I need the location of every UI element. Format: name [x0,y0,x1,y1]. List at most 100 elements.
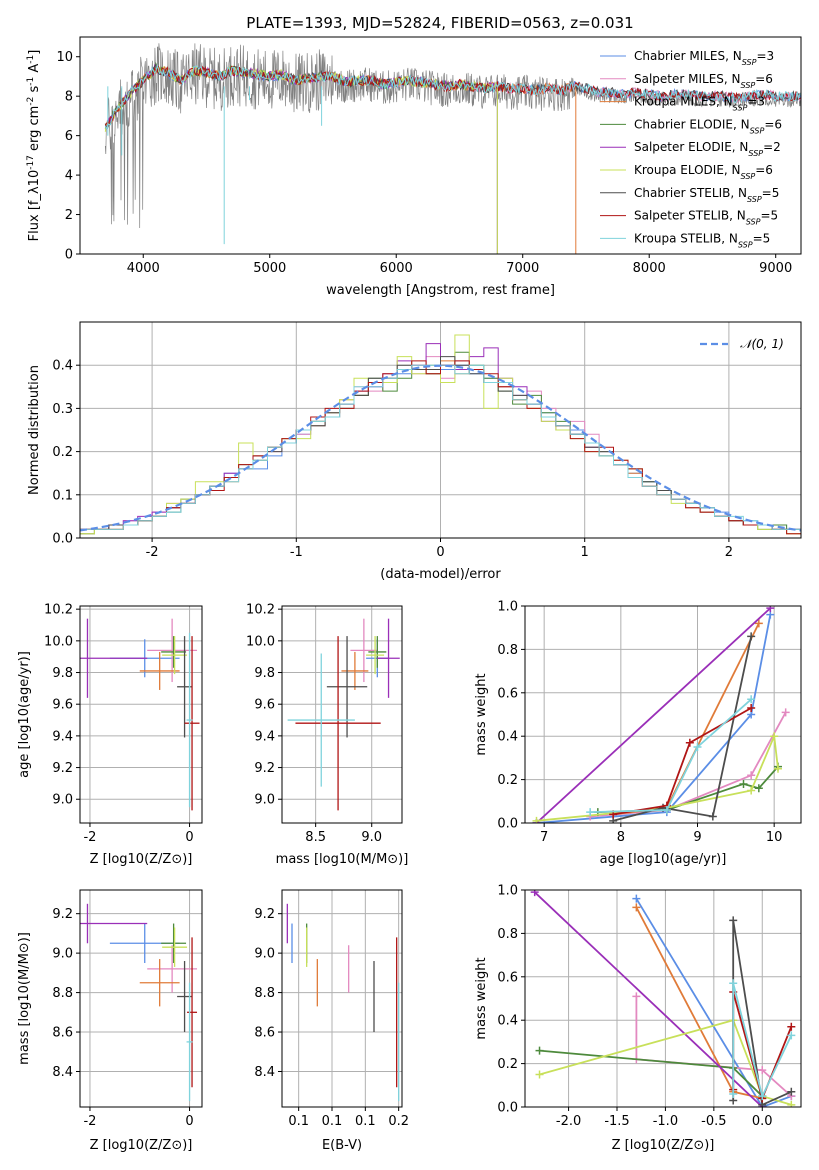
weight-line-6 [612,636,753,822]
x-tick-label: 8 [617,830,625,845]
residuals-panel: -2 -1 0 1 2 0.0 0.1 0.2 0.3 0.4 (data-model)/error… [27,321,802,582]
weight-point [766,606,775,613]
x-tick-label: 5000 [253,261,286,276]
y-tick-label: 10.0 [246,634,275,649]
y-tick-label: 9.2 [52,761,73,776]
axes-frame [79,36,802,255]
x-tick-label: -2 [146,545,159,560]
x-tick-label: -1.5 [604,1114,629,1129]
error-bars [287,618,400,811]
x-tick-label: 9 [693,830,701,845]
weight-line-4 [535,607,771,823]
ebv-mass-panel: 0.1 0.1 0.1 0.2 8.4 8.6 8.8 9.0 9.2 E(B-V) [254,889,409,1153]
legend-label: Chabrier ELODIE, NSSP=6 [634,117,782,135]
weight-lines [532,606,790,823]
y-axis-label: mass [log10(M/M⊙)] [17,932,32,1065]
weight-point [787,1022,796,1031]
z-age-panel: -2 0 9.0 9.2 9.4 9.6 9.8 10.0 10.2 Z [log10(Z/Z⊙)… [17,603,203,867]
y-tick-label: 0.0 [497,817,518,832]
z-weight-panel: -2.0 -1.5 -1.0 -0.5 0.0 0.0 0.2 0.4 0.6 0.8 1.0 Z [… [474,884,802,1153]
y-axis-label: age [log10(age/yr)] [17,651,32,778]
weight-point [532,816,541,823]
weight-point [708,812,717,821]
legend-label: Salpeter STELIB, NSSP=5 [634,209,778,227]
y-tick-label: 0.8 [497,927,518,942]
z-mass-panel: -2 0 8.4 8.6 8.8 9.0 9.2 Z [log10(Z/Z⊙)] mass [l… [17,889,203,1153]
error-bars [80,618,200,811]
y-tick-label: 2 [65,208,73,223]
histogram-series [80,334,801,538]
y-tick-label: 9.0 [254,947,275,962]
x-axis-label: E(B-V) [322,1138,362,1153]
y-tick-label: 8.4 [254,1065,275,1080]
weight-point [747,695,756,704]
weight-point [530,890,539,897]
axes-frame [524,889,802,1108]
weight-point [632,992,641,1001]
y-tick-label: 1.0 [497,884,518,899]
y-tick-label: 0 [65,248,73,263]
axes-frame [281,605,403,824]
x-tick-label: 7000 [506,261,539,276]
x-tick-label: -1 [290,545,303,560]
weight-line-8 [590,698,752,813]
y-tick-label: 9.2 [254,761,275,776]
y-tick-label: 4 [65,169,73,184]
weight-point [535,1046,544,1055]
y-tick-label: 10.0 [44,634,73,649]
y-tick-label: 8.8 [254,986,275,1001]
y-tick-label: 8.4 [52,1065,73,1080]
weight-point [747,771,756,780]
legend-label: Salpeter MILES, NSSP=6 [634,72,773,90]
x-tick-label: 8.5 [305,830,326,845]
weight-point [754,784,763,793]
x-tick-label: 10 [766,830,783,845]
y-tick-label: 9.0 [52,793,73,808]
weight-point [758,1066,767,1075]
y-tick-label: 9.0 [254,793,275,808]
weight-point [787,1087,796,1096]
legend-label: Chabrier MILES, NSSP=3 [634,49,774,67]
y-tick-label: 9.8 [52,666,73,681]
x-tick-label: -1.0 [653,1114,678,1129]
weight-point [739,779,748,788]
x-tick-label: 4000 [127,261,160,276]
axes-frame [524,605,802,824]
y-tick-label: 6 [65,129,73,144]
weight-point [770,732,779,741]
x-tick-label: 1 [581,545,589,560]
weight-point [729,979,738,988]
axes-frame [281,889,403,1108]
y-tick-label: 8 [65,90,73,105]
y-tick-label: 0.8 [497,643,518,658]
y-tick-label: 1.0 [497,600,518,615]
y-tick-label: 0.6 [497,686,518,701]
weight-point [787,1031,796,1040]
x-tick-label: 0 [185,830,193,845]
y-tick-label: 9.4 [52,729,73,744]
axes-frame [79,889,203,1108]
weight-point [729,916,738,925]
x-tick-label: 9.0 [361,830,382,845]
x-axis-label: (data-model)/error [380,567,501,582]
weight-point [632,894,641,903]
age-weight-panel: 7 8 9 10 0.0 0.2 0.4 0.6 0.8 1.0 age [log10(age/yr… [474,600,802,867]
legend-label: Kroupa MILES, NSSP=3 [634,95,765,113]
y-tick-label: 0.4 [497,730,518,745]
weight-point [787,1100,796,1107]
x-axis-label: Z [log10(Z/Z⊙)] [612,1138,715,1153]
x-tick-label: 0 [436,545,444,560]
y-tick-label: 9.2 [254,907,275,922]
x-tick-label: 6000 [380,261,413,276]
x-axis-label: wavelength [Angstrom, rest frame] [326,283,555,298]
x-tick-label: -2.0 [556,1114,581,1129]
weight-line-5 [539,1019,792,1106]
weight-point [754,619,763,628]
spectrum-lines [104,43,801,254]
y-tick-label: 8.8 [52,986,73,1001]
y-tick-label: 9.4 [254,729,275,744]
weight-point [747,786,756,795]
weight-line-0 [536,614,772,823]
y-tick-label: 8.6 [254,1026,275,1041]
